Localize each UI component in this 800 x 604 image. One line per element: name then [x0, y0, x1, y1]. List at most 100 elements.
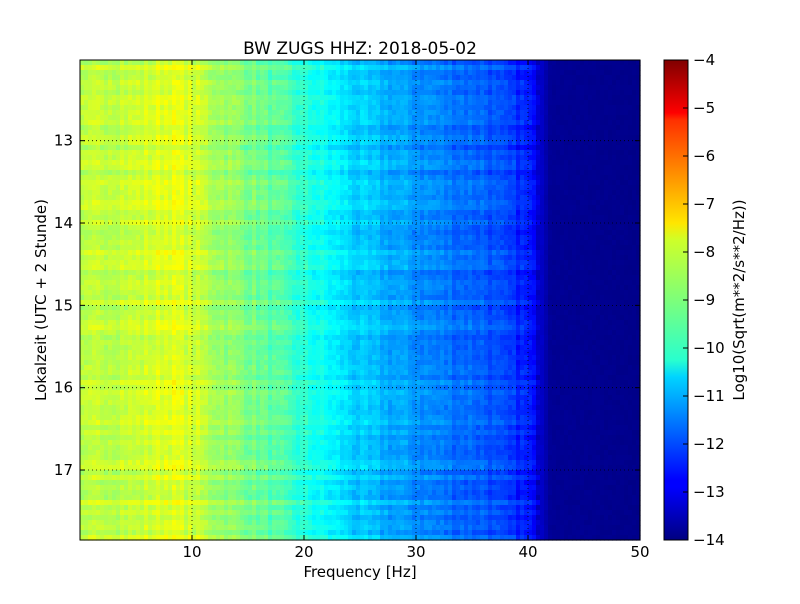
heatmap-cell — [424, 145, 429, 151]
heatmap-cell — [424, 225, 429, 231]
heatmap-cell — [104, 170, 109, 176]
heatmap-cell — [180, 160, 185, 166]
heatmap-cell — [412, 130, 417, 136]
heatmap-cell — [356, 90, 361, 96]
heatmap-cell — [96, 185, 101, 191]
heatmap-cell — [604, 155, 609, 161]
heatmap-cell — [92, 225, 97, 231]
heatmap-cell — [156, 65, 161, 71]
heatmap-cell — [520, 225, 525, 231]
heatmap-cell — [592, 140, 597, 146]
heatmap-cell — [384, 180, 389, 186]
heatmap-cell — [80, 65, 85, 71]
heatmap-cell — [336, 75, 341, 81]
heatmap-cell — [504, 70, 509, 76]
heatmap-cell — [240, 130, 245, 136]
heatmap-cell — [252, 120, 257, 126]
heatmap-cell — [340, 200, 345, 206]
heatmap-cell — [140, 230, 145, 236]
heatmap-cell — [476, 165, 481, 171]
heatmap-cell — [184, 210, 189, 216]
heatmap-cell — [516, 60, 521, 66]
heatmap-cell — [604, 60, 609, 66]
heatmap-cell — [380, 95, 385, 101]
heatmap-cell — [520, 160, 525, 166]
heatmap-cell — [340, 60, 345, 66]
heatmap-cell — [84, 230, 89, 236]
heatmap-cell — [188, 230, 193, 236]
heatmap-cell — [336, 120, 341, 126]
heatmap-cell — [432, 70, 437, 76]
heatmap-cell — [504, 95, 509, 101]
heatmap-cell — [176, 150, 181, 156]
heatmap-cell — [456, 95, 461, 101]
heatmap-cell — [424, 75, 429, 81]
heatmap-cell — [216, 190, 221, 196]
heatmap-cell — [600, 160, 605, 166]
heatmap-cell — [636, 110, 641, 116]
heatmap-cell — [352, 195, 357, 201]
heatmap-cell — [364, 160, 369, 166]
heatmap-cell — [328, 110, 333, 116]
heatmap-cell — [508, 90, 513, 96]
heatmap-cell — [488, 120, 493, 126]
heatmap-cell — [552, 170, 557, 176]
heatmap-cell — [292, 125, 297, 131]
heatmap-cell — [472, 75, 477, 81]
heatmap-cell — [492, 120, 497, 126]
heatmap-cell — [372, 215, 377, 221]
heatmap-cell — [616, 80, 621, 86]
heatmap-cell — [436, 170, 441, 176]
heatmap-cell — [268, 75, 273, 81]
heatmap-cell — [184, 220, 189, 226]
heatmap-cell — [628, 230, 633, 236]
heatmap-cell — [596, 225, 601, 231]
heatmap-cell — [512, 160, 517, 166]
heatmap-cell — [520, 120, 525, 126]
heatmap-cell — [292, 105, 297, 111]
heatmap-cell — [348, 180, 353, 186]
heatmap-cell — [452, 180, 457, 186]
heatmap-cell — [596, 135, 601, 141]
heatmap-cell — [436, 80, 441, 86]
heatmap-cell — [472, 135, 477, 141]
heatmap-cell — [600, 85, 605, 91]
heatmap-cell — [144, 95, 149, 101]
heatmap-cell — [344, 120, 349, 126]
heatmap-cell — [340, 140, 345, 146]
heatmap-cell — [456, 235, 461, 241]
heatmap-cell — [476, 145, 481, 151]
heatmap-cell — [148, 220, 153, 226]
heatmap-cell — [116, 210, 121, 216]
heatmap-cell — [408, 235, 413, 241]
heatmap-cell — [616, 160, 621, 166]
heatmap-cell — [160, 135, 165, 141]
heatmap-cell — [452, 105, 457, 111]
heatmap-cell — [392, 200, 397, 206]
heatmap-cell — [496, 190, 501, 196]
heatmap-cell — [80, 170, 85, 176]
heatmap-cell — [88, 65, 93, 71]
heatmap-cell — [224, 115, 229, 121]
heatmap-cell — [504, 170, 509, 176]
heatmap-cell — [184, 160, 189, 166]
heatmap-cell — [188, 235, 193, 241]
heatmap-cell — [368, 160, 373, 166]
heatmap-cell — [620, 185, 625, 191]
heatmap-cell — [284, 80, 289, 86]
heatmap-cell — [256, 70, 261, 76]
heatmap-cell — [520, 205, 525, 211]
heatmap-cell — [444, 60, 449, 66]
heatmap-cell — [380, 235, 385, 241]
heatmap-cell — [352, 180, 357, 186]
heatmap-cell — [500, 210, 505, 216]
heatmap-cell — [320, 215, 325, 221]
heatmap-cell — [548, 130, 553, 136]
heatmap-cell — [120, 100, 125, 106]
heatmap-cell — [540, 150, 545, 156]
heatmap-cell — [236, 195, 241, 201]
heatmap-cell — [272, 185, 277, 191]
heatmap-cell — [276, 160, 281, 166]
heatmap-cell — [140, 165, 145, 171]
heatmap-cell — [576, 180, 581, 186]
